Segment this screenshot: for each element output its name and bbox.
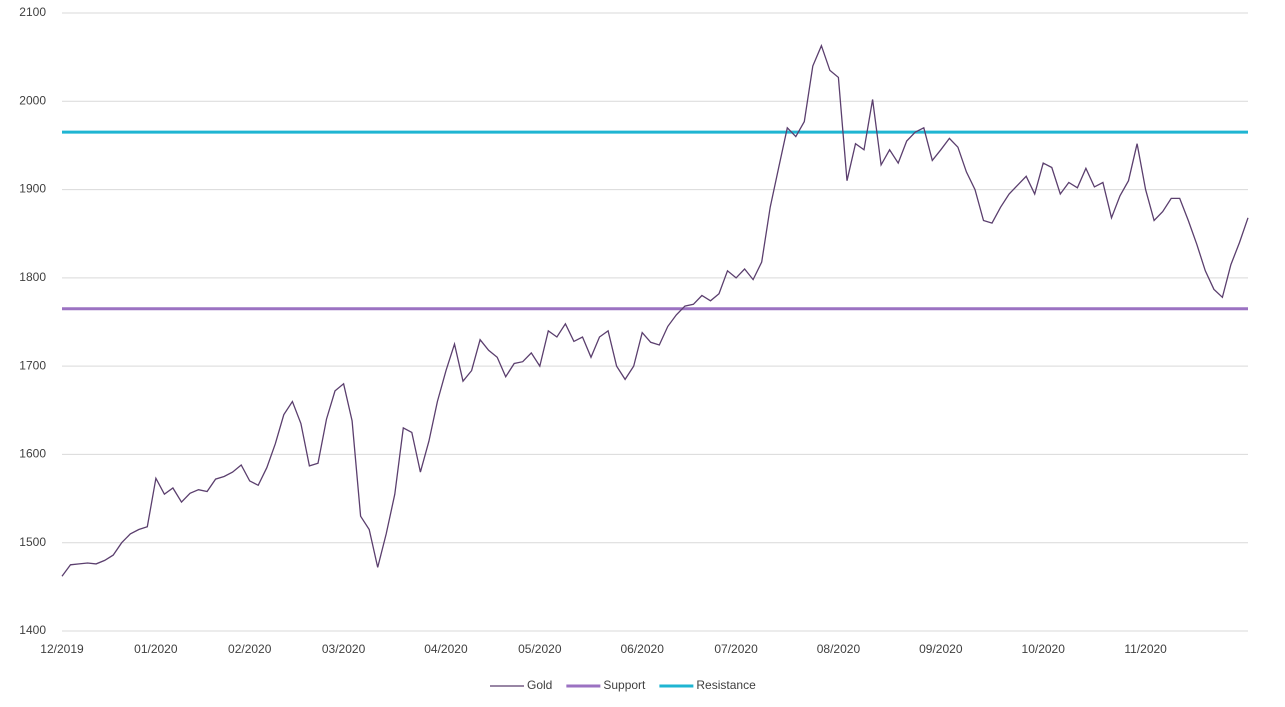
x-tick-label: 06/2020 [621, 642, 665, 656]
y-tick-label: 1600 [19, 447, 46, 461]
y-tick-label: 1700 [19, 358, 46, 372]
x-tick-label: 11/2020 [1124, 642, 1167, 656]
y-tick-label: 1400 [19, 623, 46, 637]
x-tick-label: 02/2020 [228, 642, 272, 656]
legend-label: Resistance [696, 678, 756, 692]
x-tick-label: 05/2020 [518, 642, 562, 656]
y-tick-label: 2000 [19, 93, 46, 107]
x-tick-label: 12/2019 [40, 642, 84, 656]
y-tick-label: 2100 [19, 5, 46, 19]
y-tick-label: 1500 [19, 535, 46, 549]
legend-label: Gold [527, 678, 552, 692]
x-tick-label: 08/2020 [817, 642, 861, 656]
x-tick-label: 04/2020 [424, 642, 468, 656]
x-tick-label: 09/2020 [919, 642, 963, 656]
x-tick-label: 07/2020 [714, 642, 758, 656]
x-tick-label: 01/2020 [134, 642, 178, 656]
x-tick-label: 10/2020 [1022, 642, 1066, 656]
legend-label: Support [603, 678, 646, 692]
x-tick-label: 03/2020 [322, 642, 366, 656]
y-tick-label: 1900 [19, 182, 46, 196]
gold-line [61, 43, 1249, 577]
y-tick-label: 1800 [19, 270, 46, 284]
